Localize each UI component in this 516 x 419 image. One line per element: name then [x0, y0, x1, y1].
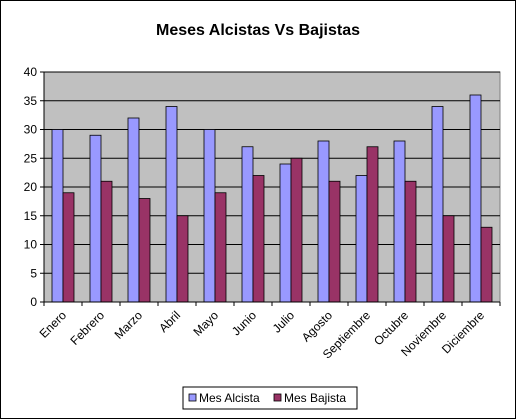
x-tick-label-febrero: Febrero — [68, 308, 108, 348]
bar-mes-alcista-junio — [241, 146, 254, 303]
bar-mes-alcista-febrero — [89, 134, 102, 303]
x-tick-label-julio: Julio — [270, 308, 298, 336]
y-tick-label-40: 40 — [24, 65, 38, 79]
bar-mes-bajista-diciembre — [480, 226, 493, 303]
bar-mes-alcista-mayo — [203, 129, 216, 303]
legend-label-mes-bajista: Mes Bajista — [284, 391, 346, 405]
bar-mes-alcista-noviembre — [431, 106, 444, 303]
x-tick-label-agosto: Agosto — [299, 308, 336, 345]
bar-mes-bajista-septiembre — [366, 146, 379, 303]
chart-title: Meses Alcistas Vs Bajistas — [156, 22, 360, 39]
bar-mes-alcista-julio — [279, 163, 292, 303]
y-tick-label-20: 20 — [24, 180, 38, 194]
y-tick-label-25: 25 — [24, 151, 38, 165]
bar-mes-alcista-agosto — [317, 140, 330, 303]
axes — [40, 71, 501, 306]
legend-swatch-mes-bajista — [273, 393, 282, 402]
y-tick-labels: 0 5 10 15 20 25 30 35 40 — [24, 65, 38, 309]
legend: Mes Alcista Mes Bajista — [182, 386, 358, 410]
bar-mes-bajista-marzo — [138, 198, 151, 303]
x-tick-label-marzo: Marzo — [112, 308, 146, 342]
x-tick-label-abril: Abril — [156, 308, 183, 335]
x-tick-label-junio: Junio — [229, 308, 259, 338]
bar-mes-bajista-agosto — [328, 180, 341, 303]
x-tick-label-enero: Enero — [37, 308, 70, 341]
bar-mes-alcista-octubre — [393, 140, 406, 303]
y-tick-label-10: 10 — [24, 238, 38, 252]
bar-mes-alcista-abril — [165, 106, 178, 303]
bar-mes-bajista-febrero — [100, 180, 113, 303]
x-tick-label-mayo: Mayo — [190, 308, 221, 339]
legend-swatch-mes-alcista — [188, 393, 197, 402]
legend-label-mes-alcista: Mes Alcista — [199, 391, 260, 405]
grid-lines — [44, 71, 500, 274]
bar-mes-bajista-octubre — [404, 180, 417, 303]
y-tick-label-35: 35 — [24, 94, 38, 108]
y-tick-label-5: 5 — [30, 266, 37, 280]
bar-mes-bajista-noviembre — [442, 215, 455, 303]
bar-mes-alcista-diciembre — [469, 94, 482, 303]
bar-mes-bajista-mayo — [214, 192, 227, 303]
bars — [51, 94, 493, 303]
y-tick-label-30: 30 — [24, 123, 38, 137]
legend-box — [182, 386, 358, 410]
y-tick-label-15: 15 — [24, 209, 38, 223]
bar-mes-alcista-marzo — [127, 117, 140, 303]
bar-mes-bajista-junio — [252, 175, 265, 303]
bar-mes-bajista-enero — [62, 192, 75, 303]
bar-mes-bajista-julio — [290, 157, 303, 303]
x-tick-label-diciembre: Diciembre — [439, 308, 487, 356]
bar-mes-bajista-abril — [176, 215, 189, 303]
y-tick-label-0: 0 — [30, 295, 37, 309]
bar-mes-alcista-enero — [51, 129, 64, 303]
bar-mes-alcista-septiembre — [355, 175, 368, 303]
